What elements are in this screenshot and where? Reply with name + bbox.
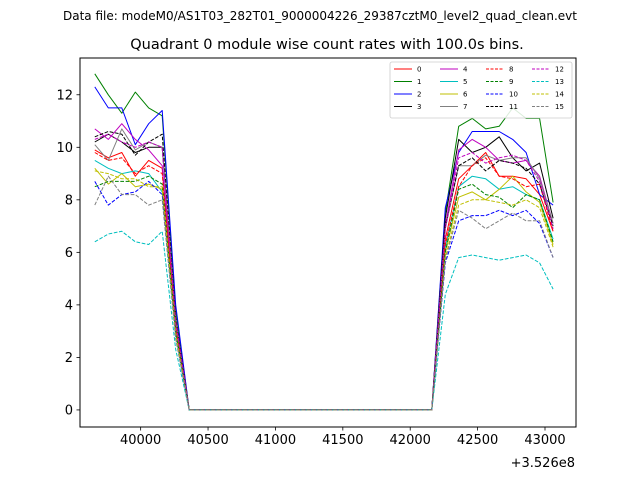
legend-label-14: 14 — [555, 91, 564, 99]
legend-label-10: 10 — [509, 91, 518, 99]
y-tick-label: 4 — [65, 298, 73, 313]
x-axis: 40000 40500 41000 41500 42000 42500 43000 — [120, 427, 566, 448]
legend-frame — [389, 61, 573, 119]
series-15-line — [94, 175, 554, 411]
x-tick-label: 41000 — [255, 433, 296, 448]
legend-label-0: 0 — [417, 66, 421, 74]
series-11-line — [94, 131, 554, 411]
legend-label-1: 1 — [417, 78, 421, 86]
legend-label-9: 9 — [509, 78, 513, 86]
legend-label-5: 5 — [463, 78, 467, 86]
chart-suptitle: Data file: modeM0/AS1T03_282T01_90000042… — [63, 9, 577, 23]
chart-title: Quadrant 0 module wise count rates with … — [130, 37, 524, 53]
plot-frame — [79, 57, 577, 428]
y-tick-label: 0 — [65, 403, 73, 418]
y-tick-label: 12 — [56, 88, 73, 103]
x-tick-label: 40500 — [187, 433, 228, 448]
y-tick-label: 6 — [65, 246, 73, 261]
y-tick-label: 2 — [65, 351, 73, 366]
x-tick-label: 42000 — [390, 433, 431, 448]
series-8-line — [94, 152, 554, 411]
series-14-line — [94, 170, 554, 411]
x-tick-label: 41500 — [322, 433, 363, 448]
legend-label-12: 12 — [555, 66, 564, 74]
legend-label-13: 13 — [555, 78, 564, 86]
x-offset-label: +3.526e8 — [511, 456, 575, 471]
legend-label-8: 8 — [509, 66, 513, 74]
y-tick-label: 8 — [65, 193, 73, 208]
x-tick-label: 43000 — [524, 433, 565, 448]
legend-label-6: 6 — [463, 91, 468, 99]
legend-label-3: 3 — [417, 103, 421, 111]
series-13-line — [94, 230, 554, 411]
x-tick-label: 42500 — [457, 433, 498, 448]
series-7-line — [94, 128, 554, 411]
legend-label-15: 15 — [555, 103, 564, 111]
series-layer — [94, 73, 554, 411]
legend-label-2: 2 — [417, 91, 421, 99]
x-tick-label: 40000 — [120, 433, 161, 448]
legend-label-4: 4 — [463, 66, 468, 74]
legend-label-7: 7 — [463, 103, 467, 111]
y-axis: 0 2 4 6 8 10 12 — [56, 88, 80, 418]
series-2-line — [94, 86, 554, 411]
legend-label-11: 11 — [509, 103, 518, 111]
series-10-line — [94, 180, 554, 411]
y-tick-label: 10 — [56, 141, 73, 156]
